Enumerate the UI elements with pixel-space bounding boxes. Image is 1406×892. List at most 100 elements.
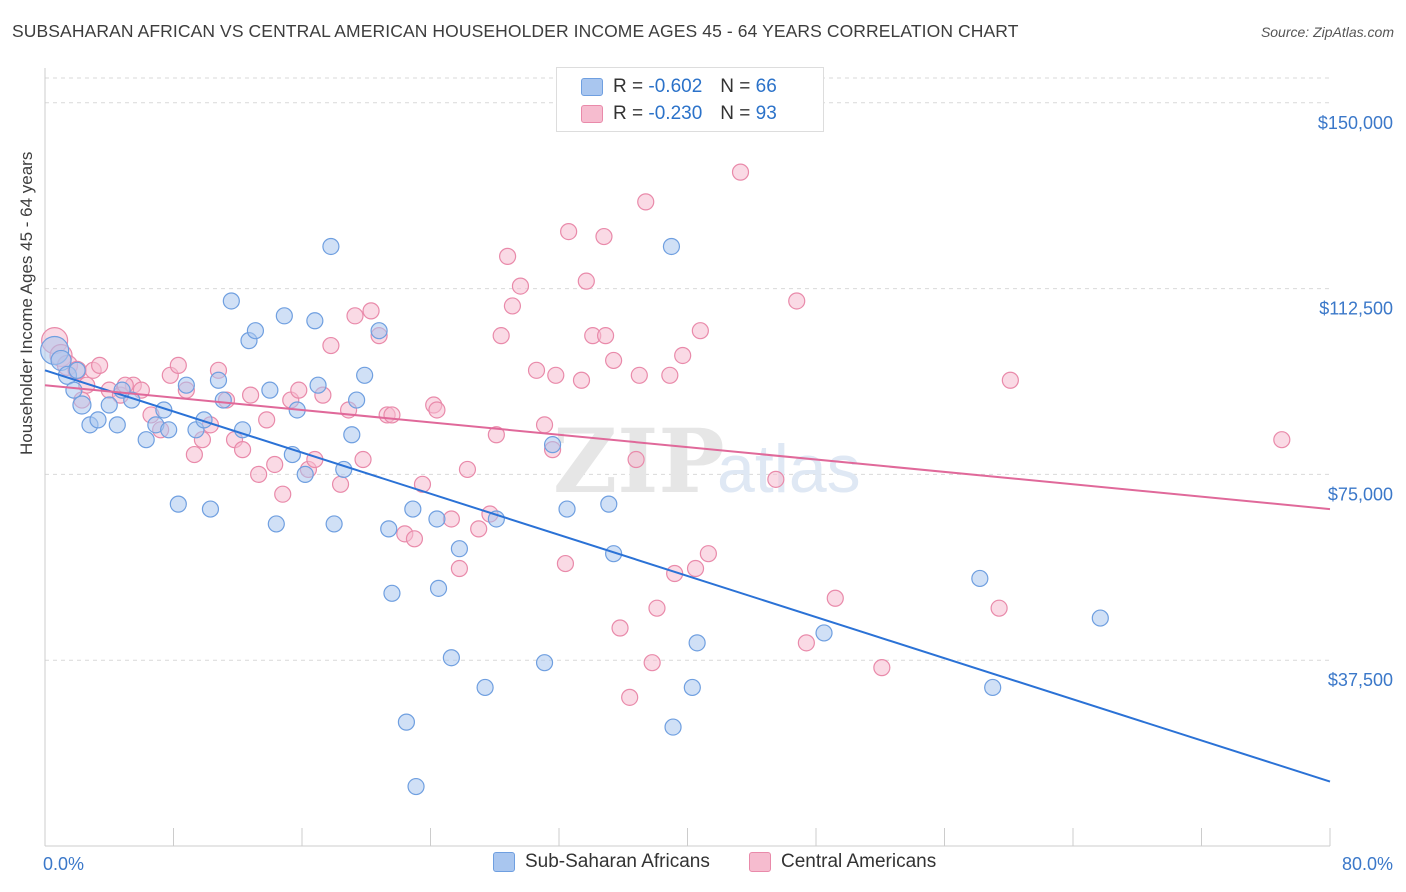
legend-item-sub-saharan[interactable]: Sub-Saharan Africans xyxy=(493,851,710,873)
sub-saharan-point xyxy=(815,624,833,642)
sub-saharan-point xyxy=(428,510,446,528)
central-american-point xyxy=(242,386,260,404)
pink-swatch xyxy=(581,105,603,123)
sub-saharan-point xyxy=(214,391,232,409)
central-american-point xyxy=(290,381,308,399)
stats-row-central-american: R = -0.230 N = 93 xyxy=(581,101,777,127)
central-american-point xyxy=(648,599,666,617)
central-american-point xyxy=(990,599,1008,617)
sub-saharan-point xyxy=(450,540,469,558)
sub-saharan-point xyxy=(487,510,505,528)
sub-saharan-point xyxy=(984,678,1002,697)
legend-label: Central Americans xyxy=(781,851,937,872)
sub-saharan-trend-line xyxy=(44,369,1331,783)
central-american-point xyxy=(250,465,268,483)
sub-saharan-point xyxy=(407,777,425,796)
correlation-stats-box: R = -0.602 N = 66 R = -0.230 N = 93 xyxy=(556,67,824,132)
chart-legend: Sub-Saharan Africans Central Americans xyxy=(0,851,1406,877)
blue-swatch xyxy=(493,852,515,872)
central-american-point xyxy=(788,292,806,310)
central-american-point xyxy=(492,327,510,345)
pink-swatch xyxy=(749,852,771,872)
r-value: -0.602 xyxy=(648,76,703,97)
central-american-point xyxy=(767,470,785,488)
r-value: -0.230 xyxy=(648,103,703,124)
central-american-point xyxy=(503,297,522,315)
central-american-point xyxy=(826,589,844,607)
sub-saharan-point xyxy=(397,713,416,731)
sub-saharan-point xyxy=(137,431,155,449)
n-value: 66 xyxy=(755,76,777,97)
sub-saharan-point xyxy=(664,718,682,736)
central-american-point xyxy=(458,460,477,479)
watermark-atlas: atlas xyxy=(717,431,861,507)
central-american-point xyxy=(450,559,469,578)
sub-saharan-point xyxy=(688,634,706,652)
grid-lines xyxy=(45,77,1330,661)
central-american-point xyxy=(686,559,705,578)
central-american-point xyxy=(428,401,446,419)
sub-saharan-point xyxy=(65,381,83,399)
sub-saharan-point xyxy=(89,411,107,429)
n-label: N = xyxy=(720,76,751,97)
sub-saharan-point xyxy=(476,678,494,697)
central-american-point xyxy=(637,193,655,211)
central-american-point xyxy=(266,455,284,474)
central-american-point xyxy=(499,247,517,265)
sub-saharan-point xyxy=(233,421,252,439)
sub-saharan-point xyxy=(662,237,681,256)
central-american-point xyxy=(405,530,424,548)
central-american-point xyxy=(346,307,364,325)
central-american-point xyxy=(547,366,565,384)
sub-saharan-point xyxy=(383,584,401,602)
central-american-point xyxy=(731,163,750,181)
chart-title: SUBSAHARAN AFRICAN VS CENTRAL AMERICAN H… xyxy=(12,21,1019,41)
central-american-point xyxy=(535,416,554,434)
tick-labels: $37,500 $75,000 $112,500 $150,000 0.0% 80.0% xyxy=(43,113,1393,874)
central-american-point xyxy=(233,441,252,459)
trend-lines xyxy=(44,369,1331,783)
central-american-point xyxy=(383,406,401,424)
central-american-point xyxy=(322,336,340,355)
n-value: 93 xyxy=(755,103,777,124)
sub-saharan-point xyxy=(275,307,293,325)
sub-saharan-point xyxy=(306,312,324,330)
sub-saharan-point xyxy=(261,381,279,399)
sub-saharan-point xyxy=(108,416,126,434)
stats-row-sub-saharan: R = -0.602 N = 66 xyxy=(581,74,777,100)
sub-saharan-point xyxy=(370,322,388,340)
legend-item-central-american[interactable]: Central Americans xyxy=(749,851,936,873)
sub-saharan-point xyxy=(429,579,448,597)
sub-saharan-point xyxy=(209,371,228,389)
sub-saharan-point xyxy=(442,649,460,667)
central-american-point xyxy=(572,371,591,389)
sub-saharan-point xyxy=(322,237,340,256)
sub-saharan-point xyxy=(296,465,314,483)
central-american-point xyxy=(1273,431,1291,449)
y-tick-label: $150,000 xyxy=(1318,113,1393,133)
sub-saharan-point xyxy=(267,515,285,533)
sub-saharan-point xyxy=(1091,609,1109,627)
central-american-point xyxy=(630,366,648,384)
central-american-point xyxy=(643,654,661,672)
central-american-point xyxy=(331,475,350,493)
sub-saharan-point xyxy=(195,411,213,429)
sub-saharan-point xyxy=(543,436,562,454)
sub-saharan-point xyxy=(325,515,343,533)
central-americans-points xyxy=(41,163,1291,706)
n-label: N = xyxy=(720,103,751,124)
central-american-point xyxy=(661,366,679,384)
central-american-point xyxy=(470,520,488,538)
sub-saharan-point xyxy=(348,391,366,409)
axes xyxy=(44,68,1331,847)
central-american-trend-line xyxy=(44,384,1331,511)
central-american-point xyxy=(611,619,629,637)
central-american-point xyxy=(674,346,692,365)
r-label: R = xyxy=(613,76,644,97)
y-axis-label: Householder Income Ages 45 - 64 years xyxy=(17,151,36,455)
sub-saharan-point xyxy=(404,500,422,518)
sub-saharan-point xyxy=(201,500,220,518)
sub-saharan-point xyxy=(343,426,361,444)
